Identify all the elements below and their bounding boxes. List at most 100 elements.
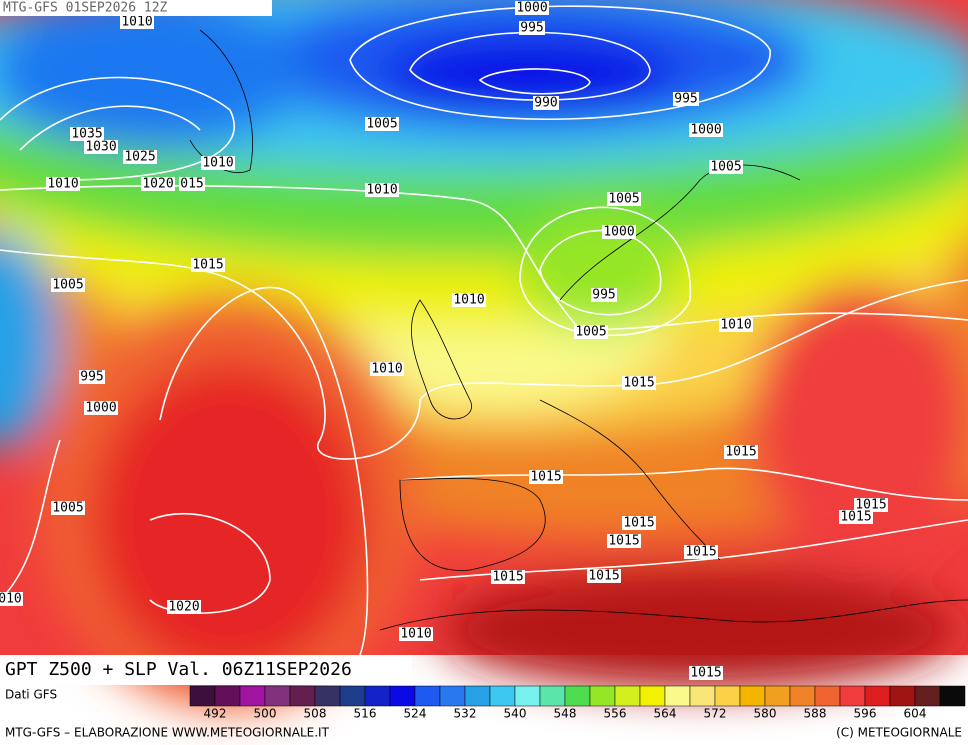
isobar-label-bg — [622, 376, 656, 390]
isobar-label-bg — [839, 510, 873, 524]
isobar-label: 1015 — [840, 510, 871, 525]
isobar-label-bg — [515, 1, 549, 15]
colorbar-box — [214, 685, 241, 707]
colorbar-label: 508 — [304, 707, 327, 721]
colorbar-box — [914, 685, 941, 707]
isobar-label: 1000 — [85, 401, 116, 416]
isobar-label-bg — [452, 293, 486, 307]
isobar-label: 1010 — [47, 177, 78, 192]
isobar-label-bg — [399, 627, 433, 641]
colorbar-label: 588 — [804, 707, 827, 721]
isobar-label-bg — [365, 183, 399, 197]
colorbar-label: 580 — [754, 707, 777, 721]
isobar-label: 1010 — [720, 318, 751, 333]
isobar — [0, 185, 968, 331]
caption: GPT Z500 + SLP Val. 06Z11SEP2026 — [5, 659, 352, 680]
colorbar-box — [389, 685, 416, 707]
isobar-label: 995 — [592, 288, 615, 303]
colorbar-box — [564, 685, 591, 707]
colorbar-box — [789, 685, 816, 707]
isobar-label: 1015 — [192, 258, 223, 273]
colorbar-box — [889, 685, 916, 707]
isobar-label-bg — [607, 534, 641, 548]
colorbar-label: 596 — [854, 707, 877, 721]
isobar-label-bg — [365, 117, 399, 131]
colorbar-box — [714, 685, 741, 707]
isobar-label-bg — [51, 501, 85, 515]
colorbar-box — [364, 685, 391, 707]
isobar-label: 1010 — [202, 156, 233, 171]
field — [0, 0, 968, 710]
isobar-label: 1015 — [623, 376, 654, 391]
isobar-label: 1015 — [608, 534, 639, 549]
isobar — [159, 286, 369, 656]
isobar — [0, 76, 235, 181]
isobars — [0, 5, 968, 656]
isobar-label-bg — [84, 401, 118, 415]
colorbar-box — [589, 685, 616, 707]
colorbar-label: 572 — [704, 707, 727, 721]
isobar-label: 1000 — [603, 225, 634, 240]
isobar-label-bg — [591, 288, 617, 302]
colorbar: 492 500 508 516 524 532 540 548 556 564 572 580 588 5… — [189, 685, 966, 721]
isobar-label: 1005 — [52, 501, 83, 516]
isobar-label: 1015 — [855, 498, 886, 513]
isobar-label-bg — [529, 470, 563, 484]
coastline — [411, 299, 472, 420]
isobar — [539, 229, 662, 316]
isobar-label: 995 — [674, 92, 697, 107]
isobar-label: 1015 — [690, 666, 721, 681]
isobar-label-bg — [607, 192, 641, 206]
isobar — [349, 5, 771, 121]
isobar-label: 1015 — [725, 445, 756, 460]
isobar-label-bg — [201, 156, 235, 170]
colorbar-label: 548 — [554, 707, 577, 721]
colorbar-box — [664, 685, 691, 707]
isobar-label: 995 — [520, 21, 543, 36]
colorbar-label: 540 — [504, 707, 527, 721]
colorbar-box — [314, 685, 341, 707]
isobar-label-bg — [84, 140, 118, 154]
isobar-label-bg — [123, 150, 157, 164]
isobar-label-bg — [587, 569, 621, 583]
isobar-label: 1035 — [71, 127, 102, 142]
isobar-label: 1010 — [400, 627, 431, 642]
isobar-label-bg — [491, 570, 525, 584]
isobar-label: 1005 — [710, 160, 741, 175]
isobar-label: 1010 — [121, 15, 152, 30]
colorbar-label: 532 — [454, 707, 477, 721]
isobar-label-bg — [673, 92, 699, 106]
colorbar-label: 604 — [904, 707, 927, 721]
colorbar-box — [239, 685, 266, 707]
field-blobs — [0, 0, 968, 710]
colorbar-box — [539, 685, 566, 707]
colorbar-box — [414, 685, 441, 707]
isobar-label-bg — [51, 278, 85, 292]
colorbar-label: 564 — [654, 707, 677, 721]
isobar-label: 1000 — [690, 123, 721, 138]
isobar-label-bg — [719, 318, 753, 332]
isobar — [409, 31, 651, 101]
isobar — [399, 467, 968, 501]
isobar-label: 015 — [180, 177, 203, 192]
isobar-label: 1005 — [608, 192, 639, 207]
footer-credit: MTG-GFS – ELABORAZIONE WWW.METEOGIORNALE… — [5, 726, 330, 740]
isobar-label-bg — [709, 160, 743, 174]
isobar-label: 1015 — [588, 569, 619, 584]
isobar-label-bg — [0, 592, 23, 606]
coastline — [379, 599, 968, 631]
colorbar-label: 524 — [404, 707, 427, 721]
caption-box — [0, 655, 412, 685]
colorbar-box — [289, 685, 316, 707]
isobar-label: 1025 — [124, 150, 155, 165]
colorbar-box — [739, 685, 766, 707]
isobar-label: 1015 — [492, 570, 523, 585]
isobar-label: 1010 — [371, 362, 402, 377]
isobar — [478, 68, 591, 95]
isobar-label: 1005 — [52, 278, 83, 293]
isobar-label: 1010 — [453, 293, 484, 308]
isobar-label: 1020 — [142, 177, 173, 192]
colorbar-box — [689, 685, 716, 707]
isobar-label-bg — [622, 516, 656, 530]
